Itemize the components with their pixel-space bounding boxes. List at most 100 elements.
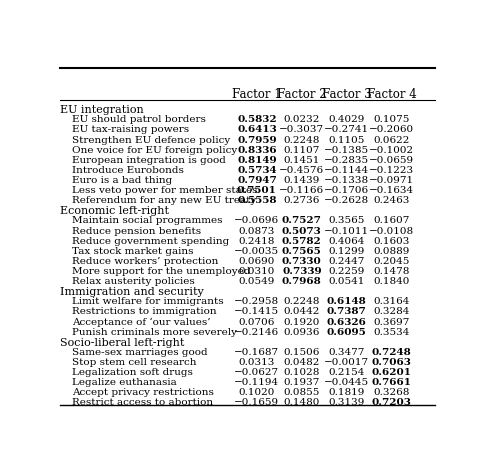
Text: 0.7339: 0.7339 xyxy=(282,267,322,276)
Text: 0.8149: 0.8149 xyxy=(237,156,277,165)
Text: Factor 3: Factor 3 xyxy=(322,88,371,101)
Text: One voice for EU foreign policy: One voice for EU foreign policy xyxy=(71,146,237,155)
Text: 0.8336: 0.8336 xyxy=(237,146,277,155)
Text: 0.0873: 0.0873 xyxy=(239,227,275,236)
Text: 0.1920: 0.1920 xyxy=(284,318,320,327)
Text: 0.0936: 0.0936 xyxy=(284,328,320,337)
Text: −0.0971: −0.0971 xyxy=(369,176,414,185)
Text: 0.1105: 0.1105 xyxy=(328,135,365,144)
Text: Factor 4: Factor 4 xyxy=(367,88,416,101)
Text: −0.0696: −0.0696 xyxy=(234,217,280,226)
Text: −0.1634: −0.1634 xyxy=(369,186,414,195)
Text: −0.1144: −0.1144 xyxy=(324,166,369,175)
Text: Relax austerity policies: Relax austerity policies xyxy=(71,277,194,286)
Text: 0.3534: 0.3534 xyxy=(373,328,410,337)
Text: −0.2741: −0.2741 xyxy=(324,125,369,134)
Text: −0.0035: −0.0035 xyxy=(234,247,280,256)
Text: 0.6148: 0.6148 xyxy=(327,297,367,306)
Text: −0.0659: −0.0659 xyxy=(369,156,414,165)
Text: 0.5734: 0.5734 xyxy=(237,166,277,175)
Text: 0.1107: 0.1107 xyxy=(284,146,320,155)
Text: 0.0855: 0.0855 xyxy=(284,389,320,397)
Text: 0.1506: 0.1506 xyxy=(284,348,320,357)
Text: Referendum for any new EU treaty: Referendum for any new EU treaty xyxy=(71,196,256,205)
Text: 0.2154: 0.2154 xyxy=(328,368,365,377)
Text: 0.2447: 0.2447 xyxy=(328,257,365,266)
Text: −0.1194: −0.1194 xyxy=(234,378,280,387)
Text: Legalization soft drugs: Legalization soft drugs xyxy=(71,368,193,377)
Text: 0.7387: 0.7387 xyxy=(327,307,367,316)
Text: −0.1166: −0.1166 xyxy=(279,186,325,195)
Text: 0.3139: 0.3139 xyxy=(328,399,365,408)
Text: 0.0549: 0.0549 xyxy=(239,277,275,286)
Text: 0.3164: 0.3164 xyxy=(373,297,410,306)
Text: 0.2736: 0.2736 xyxy=(284,196,320,205)
Text: European integration is good: European integration is good xyxy=(71,156,226,165)
Text: 0.0232: 0.0232 xyxy=(284,115,320,124)
Text: Euro is a bad thing: Euro is a bad thing xyxy=(71,176,172,185)
Text: 0.1451: 0.1451 xyxy=(284,156,320,165)
Text: 0.7063: 0.7063 xyxy=(372,358,412,367)
Text: 0.3477: 0.3477 xyxy=(328,348,365,357)
Text: −0.1338: −0.1338 xyxy=(324,176,369,185)
Text: Factor 2: Factor 2 xyxy=(277,88,327,101)
Text: −0.1687: −0.1687 xyxy=(234,348,280,357)
Text: EU integration: EU integration xyxy=(60,105,144,115)
Text: −0.1706: −0.1706 xyxy=(324,186,369,195)
Text: −0.2958: −0.2958 xyxy=(234,297,280,306)
Text: 0.4064: 0.4064 xyxy=(328,237,365,246)
Text: Acceptance of ‘our values’: Acceptance of ‘our values’ xyxy=(71,318,210,327)
Text: 0.0889: 0.0889 xyxy=(373,247,410,256)
Text: 0.1478: 0.1478 xyxy=(373,267,410,276)
Text: 0.7501: 0.7501 xyxy=(237,186,277,195)
Text: 0.1028: 0.1028 xyxy=(284,368,320,377)
Text: 0.0690: 0.0690 xyxy=(239,257,275,266)
Text: −0.1415: −0.1415 xyxy=(234,307,280,316)
Text: −0.1385: −0.1385 xyxy=(324,146,369,155)
Text: 0.1607: 0.1607 xyxy=(373,217,410,226)
Text: Punish criminals more severely: Punish criminals more severely xyxy=(71,328,237,337)
Text: Economic left-right: Economic left-right xyxy=(60,206,170,217)
Text: 0.0442: 0.0442 xyxy=(284,307,320,316)
Text: 0.7527: 0.7527 xyxy=(282,217,322,226)
Text: Strengthen EU defence policy: Strengthen EU defence policy xyxy=(71,135,230,144)
Text: −0.2146: −0.2146 xyxy=(234,328,280,337)
Text: Socio-liberal left-right: Socio-liberal left-right xyxy=(60,338,185,348)
Text: 0.5558: 0.5558 xyxy=(237,196,277,205)
Text: 0.7248: 0.7248 xyxy=(372,348,412,357)
Text: −0.0445: −0.0445 xyxy=(324,378,369,387)
Text: Restrict access to abortion: Restrict access to abortion xyxy=(71,399,213,408)
Text: −0.4576: −0.4576 xyxy=(279,166,325,175)
Text: 0.5073: 0.5073 xyxy=(282,227,322,236)
Text: Introduce Eurobonds: Introduce Eurobonds xyxy=(71,166,184,175)
Text: 0.1299: 0.1299 xyxy=(328,247,365,256)
Text: Less veto power for member states: Less veto power for member states xyxy=(71,186,257,195)
Text: Reduce government spending: Reduce government spending xyxy=(71,237,229,246)
Text: 0.0313: 0.0313 xyxy=(239,358,275,367)
Text: 0.3565: 0.3565 xyxy=(328,217,365,226)
Text: −0.2835: −0.2835 xyxy=(324,156,369,165)
Text: −0.2628: −0.2628 xyxy=(324,196,369,205)
Text: 0.1439: 0.1439 xyxy=(284,176,320,185)
Text: 0.4029: 0.4029 xyxy=(328,115,365,124)
Text: −0.1659: −0.1659 xyxy=(234,399,280,408)
Text: 0.7203: 0.7203 xyxy=(372,399,412,408)
Text: 0.2463: 0.2463 xyxy=(373,196,410,205)
Text: 0.7959: 0.7959 xyxy=(237,135,277,144)
Text: 0.1840: 0.1840 xyxy=(373,277,410,286)
Text: −0.3037: −0.3037 xyxy=(279,125,325,134)
Text: 0.1075: 0.1075 xyxy=(373,115,410,124)
Text: 0.1819: 0.1819 xyxy=(328,389,365,397)
Text: 0.7968: 0.7968 xyxy=(282,277,322,286)
Text: Same-sex marriages good: Same-sex marriages good xyxy=(71,348,207,357)
Text: 0.2248: 0.2248 xyxy=(284,297,320,306)
Text: 0.5832: 0.5832 xyxy=(237,115,277,124)
Text: 0.0310: 0.0310 xyxy=(239,267,275,276)
Text: −0.0017: −0.0017 xyxy=(324,358,369,367)
Text: 0.0622: 0.0622 xyxy=(373,135,410,144)
Text: EU should patrol borders: EU should patrol borders xyxy=(71,115,205,124)
Text: 0.0482: 0.0482 xyxy=(284,358,320,367)
Text: −0.2060: −0.2060 xyxy=(369,125,414,134)
Text: 0.2248: 0.2248 xyxy=(284,135,320,144)
Text: −0.1011: −0.1011 xyxy=(324,227,369,236)
